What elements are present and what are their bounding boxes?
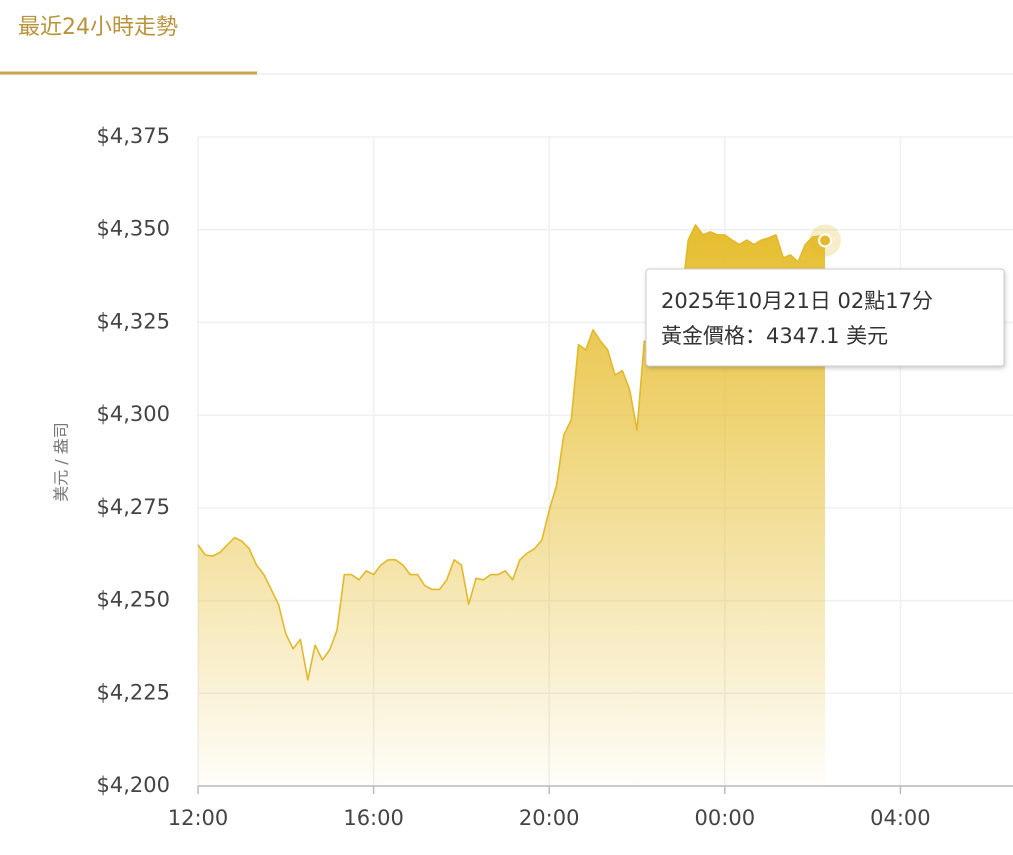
x-tick-label: 04:00 <box>870 806 931 830</box>
y-tick-label: $4,250 <box>97 588 170 612</box>
y-tick-label: $4,200 <box>97 773 170 797</box>
tooltip-text: 黃金價格：4347.1 美元 <box>661 324 888 348</box>
y-tick-label: $4,225 <box>97 680 170 704</box>
y-tick-label: $4,350 <box>97 217 170 241</box>
y-tick-label: $4,275 <box>97 495 170 519</box>
x-tick-label: 00:00 <box>695 806 756 830</box>
tooltip-title: 2025年10月21日 02點17分 <box>661 289 933 313</box>
x-tick-label: 20:00 <box>519 806 580 830</box>
tab-title[interactable]: 最近24小時走勢 <box>18 15 178 40</box>
y-tick-label: $4,300 <box>97 402 170 426</box>
tooltip-box <box>645 268 1005 367</box>
x-tick-label: 12:00 <box>168 806 229 830</box>
y-axis-label: 美元 / 盎司 <box>52 422 71 502</box>
y-tick-label: $4,325 <box>97 309 170 333</box>
highlight-point <box>818 233 833 248</box>
tooltip: 2025年10月21日 02點17分 黃金價格：4347.1 美元 <box>645 268 1005 367</box>
y-tick-label: $4,375 <box>97 124 170 148</box>
line <box>197 224 826 681</box>
x-tick-label: 16:00 <box>343 806 404 830</box>
